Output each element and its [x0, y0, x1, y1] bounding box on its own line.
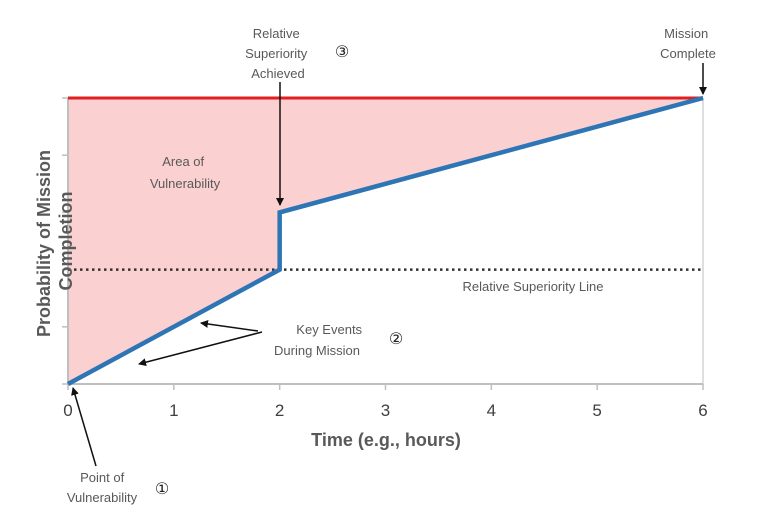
point-of-vulnerability-line-2: Vulnerability — [67, 490, 138, 505]
mission-complete-line-2: Complete — [660, 46, 716, 61]
relative-superiority-line-label: Relative Superiority Line — [463, 279, 604, 294]
area-of-vulnerability — [68, 98, 703, 384]
x-tick-label-3: 3 — [381, 401, 390, 420]
point-of-vulnerability-line-1: Point of — [80, 470, 124, 485]
area-of-vulnerability-label: Area of Vulnerability — [150, 154, 221, 191]
marker-1: ① — [155, 479, 169, 498]
mission-probability-line — [66, 95, 704, 386]
key-events-line-1: Key Events — [296, 322, 362, 337]
x-tick-label-0: 0 — [63, 401, 72, 420]
area-label-line-1: Area of — [162, 154, 204, 169]
point-of-vulnerability-label: Point of Vulnerability — [67, 470, 138, 505]
x-axis-title: Time (e.g., hours) — [311, 430, 461, 450]
superiority-achieved-line-1: Relative — [253, 26, 300, 41]
key-events-arrow-lower — [138, 331, 263, 367]
x-tick-label-6: 6 — [698, 401, 707, 420]
x-tick-label-4: 4 — [487, 401, 496, 420]
key-events-arrow-upper — [200, 320, 259, 332]
superiority-achieved-line-3: Achieved — [251, 66, 304, 81]
marker-2: ② — [389, 329, 403, 348]
y-axis-title-line-2: Completion — [56, 192, 76, 291]
key-events-label: Key Events During Mission — [274, 322, 366, 358]
x-tick-label-2: 2 — [275, 401, 284, 420]
y-axis-title-line-1: Probability of Mission — [34, 150, 54, 337]
mission-complete-label: Mission Complete — [660, 26, 716, 61]
x-tick-label-5: 5 — [592, 401, 601, 420]
marker-3: ③ — [335, 42, 349, 61]
y-axis-title: Probability of Mission Completion — [34, 145, 76, 337]
point-of-vulnerability-arrow — [71, 387, 97, 467]
mission-complete-line-1: Mission — [664, 26, 708, 41]
key-events-line-2: During Mission — [274, 343, 360, 358]
superiority-achieved-line-2: Superiority — [245, 46, 308, 61]
x-tick-label-1: 1 — [169, 401, 178, 420]
area-label-line-2: Vulnerability — [150, 176, 221, 191]
superiority-achieved-label: Relative Superiority Achieved — [245, 26, 311, 81]
